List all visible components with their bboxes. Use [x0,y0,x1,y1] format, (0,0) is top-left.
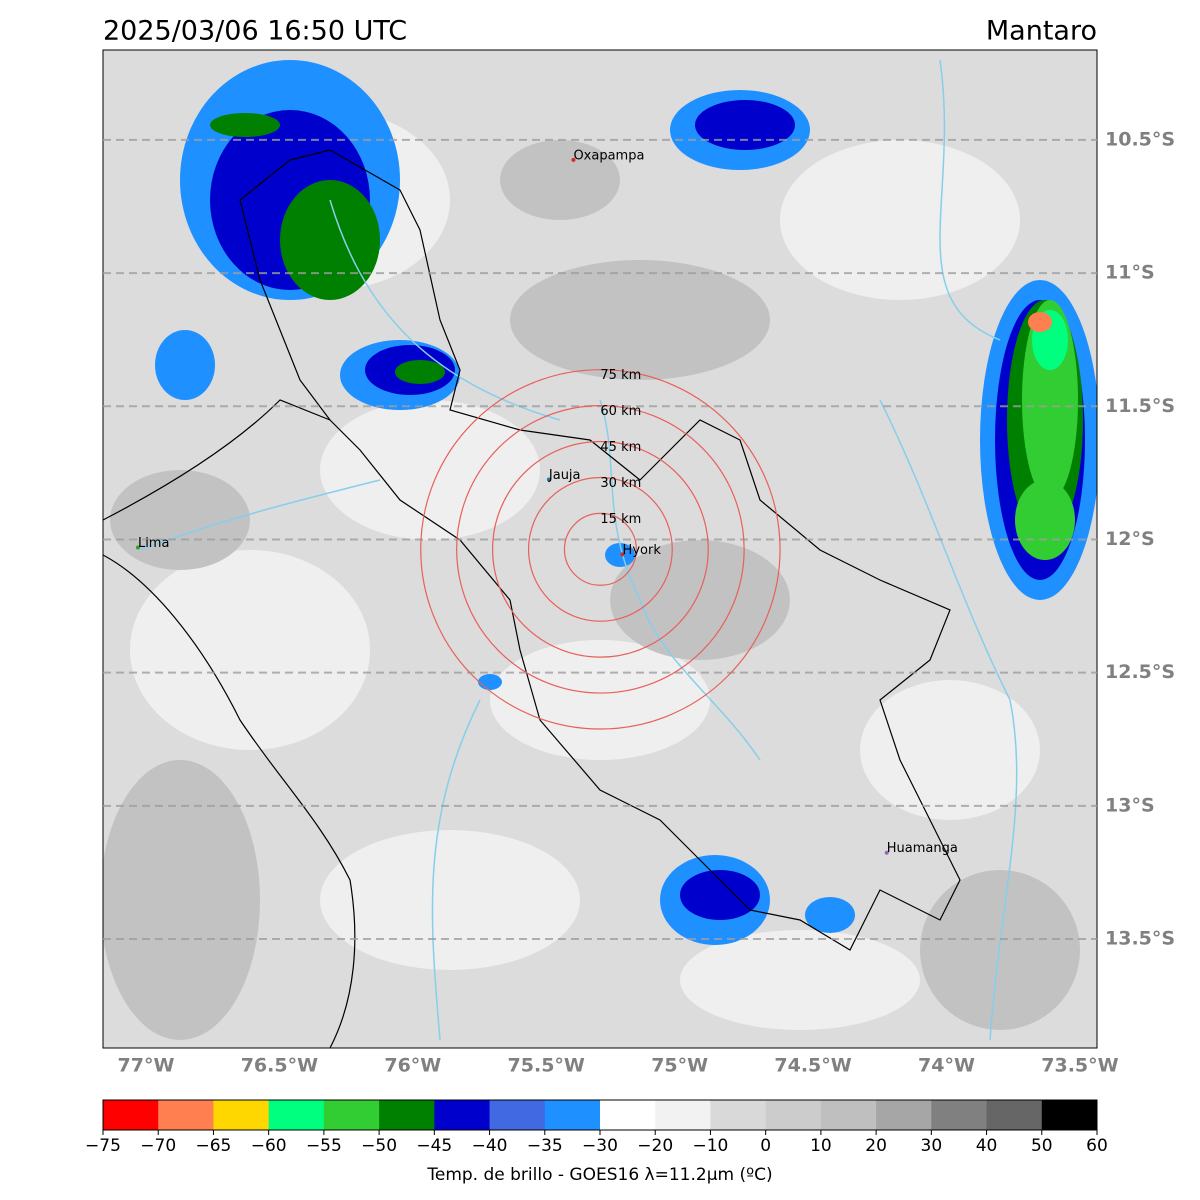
colorbar-tick-label: −20 [637,1136,673,1156]
range-ring-label: 15 km [600,512,641,527]
city-label: Jauja [548,468,581,483]
colorbar-segment [600,1100,656,1130]
city-label: Lima [138,536,169,551]
y-tick-label: 12.5°S [1105,661,1175,683]
range-ring [456,405,745,694]
colorbar-tick-label: −55 [306,1136,342,1156]
colorbar-tick-label: −40 [472,1136,508,1156]
colorbar-tick-label: −60 [251,1136,287,1156]
colorbar-segment [876,1100,932,1130]
y-tick-label: 10.5°S [1105,128,1175,150]
range-ring [492,440,709,658]
satellite-image [103,50,1097,1048]
colorbar-segment [544,1100,601,1130]
x-tick-label: 76.5°W [241,1055,318,1077]
colorbar-tick-label: −65 [195,1136,231,1156]
range-ring [563,512,637,586]
colorbar-tick-label: 60 [1086,1136,1108,1156]
range-ring [527,476,673,622]
y-tick-label: 11.5°S [1105,395,1175,417]
x-tick-label: 77°W [118,1055,175,1077]
x-tick-label: 74°W [918,1055,975,1077]
city-marker [620,552,625,557]
city-label: Huamanga [887,841,958,856]
city-marker [884,850,889,855]
colorbar-segment [986,1100,1043,1130]
colorbar-segment [710,1100,767,1130]
colorbar-tick-label: 20 [865,1136,887,1156]
colorbar-segment [268,1100,325,1130]
colorbar-segment [323,1100,380,1130]
x-tick-label: 74.5°W [774,1055,851,1077]
colorbar-tick-label: 50 [1031,1136,1053,1156]
city-marker [135,545,140,550]
colorbar-segment [1041,1100,1098,1130]
y-tick-label: 12°S [1105,528,1155,550]
colorbar-tick-label: −70 [140,1136,176,1156]
colorbar: −75 −70 −65 −60 −55 −50 −45 −40 −35 −30 −20 −10 0 10 2… [85,1099,1108,1156]
colorbar-segment [379,1100,435,1130]
colorbar-label: Temp. de brillo - GOES16 λ=11.2μm (ºC) [426,1165,772,1185]
range-ring-label: 30 km [600,476,641,491]
x-tick-label: 73.5°W [1041,1055,1118,1077]
city-label: Hyork [623,543,662,558]
region-name: Mantaro [986,16,1097,47]
colorbar-tick-label: −10 [692,1136,728,1156]
colorbar-tick-label: 30 [921,1136,943,1156]
colorbar-tick-label: 40 [976,1136,998,1156]
colorbar-segment [213,1100,270,1130]
colorbar-segment [820,1100,877,1130]
range-ring-label: 60 km [600,404,641,419]
colorbar-segment [103,1100,159,1130]
colorbar-segment [765,1100,822,1130]
colorbar-tick-label: −30 [582,1136,618,1156]
map-title: 2025/03/06 16:50 UTC [103,16,407,47]
colorbar-tick-label: −45 [416,1136,452,1156]
colorbar-tick-label: 0 [760,1136,771,1156]
colorbar-tick-label: −75 [85,1136,121,1156]
map-frame [102,49,1098,1049]
colorbar-segment [931,1100,988,1130]
x-tick-label: 76°W [384,1055,441,1077]
colorbar-tick-label: 10 [810,1136,832,1156]
city-marker [546,477,551,482]
city-marker [571,157,576,162]
colorbar-segment [655,1100,711,1130]
colorbar-segment [434,1100,491,1130]
y-tick-label: 11°S [1105,262,1155,284]
colorbar-tick-label: −50 [361,1136,397,1156]
range-ring-label: 45 km [600,440,641,455]
y-tick-label: 13°S [1105,794,1155,816]
range-ring [420,369,781,730]
colorbar-segment [158,1100,214,1130]
colorbar-segment [489,1100,546,1130]
y-tick-label: 13.5°S [1105,928,1175,950]
x-tick-label: 75°W [651,1055,708,1077]
colorbar-tick-label: −35 [527,1136,563,1156]
x-tick-label: 75.5°W [508,1055,585,1077]
city-label: Oxapampa [573,148,644,163]
range-ring-label: 75 km [600,368,641,383]
